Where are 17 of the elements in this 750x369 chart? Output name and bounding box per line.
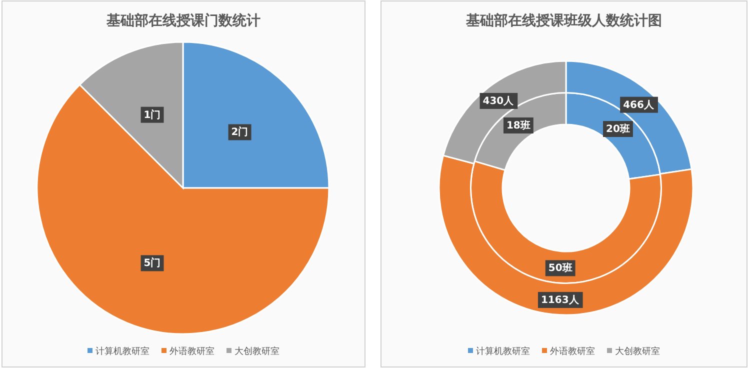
data-label: 2门 <box>231 126 248 138</box>
data-label: 50班 <box>548 262 572 274</box>
chart-title: 基础部在线授课班级人数统计图 <box>465 12 662 29</box>
data-label: 466人 <box>623 98 655 111</box>
legend-label: 计算机教研室 <box>476 346 530 357</box>
data-label: 20班 <box>606 123 630 136</box>
legend-label: 外语教研室 <box>550 346 595 357</box>
chart-title: 基础部在线授课门数统计 <box>106 12 260 29</box>
legend-label: 大创教研室 <box>234 346 280 357</box>
data-label: 18班 <box>506 119 530 132</box>
legend-label: 大创教研室 <box>615 346 660 357</box>
data-label: 5门 <box>144 257 161 270</box>
legend-label: 外语教研室 <box>170 346 214 357</box>
data-label: 1163人 <box>540 294 580 306</box>
data-label: 1门 <box>144 108 161 121</box>
data-label: 430人 <box>482 94 515 107</box>
legend-label: 计算机教研室 <box>96 346 150 357</box>
